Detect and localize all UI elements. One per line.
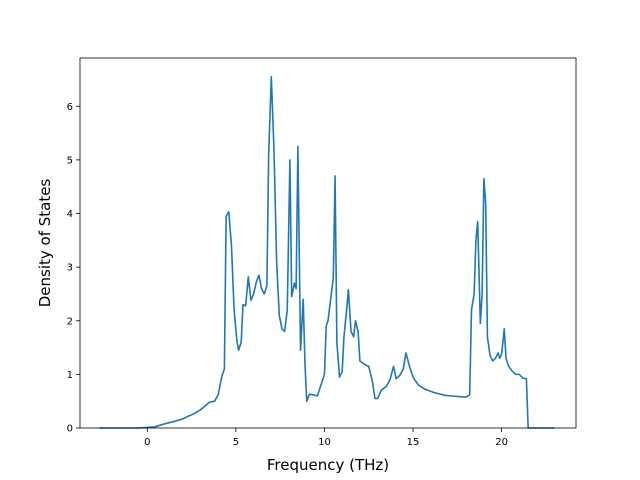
x-tick-label: 15 [407, 437, 420, 448]
y-tick-label: 1 [67, 370, 73, 381]
plot-frame [79, 57, 577, 429]
x-tick-label: 10 [318, 437, 331, 448]
x-tick-label: 0 [144, 437, 150, 448]
dos-series-line [99, 75, 555, 429]
y-tick-label: 6 [67, 102, 73, 113]
x-tick-label: 5 [233, 437, 239, 448]
y-tick-label: 0 [67, 424, 73, 435]
ticks-layer: 0 5 10 15 20 0 1 2 3 4 5 6 [67, 102, 508, 448]
y-axis-label: Density of States [36, 179, 54, 308]
series-layer [99, 75, 555, 429]
plot-background [80, 58, 576, 428]
y-tick-label: 2 [67, 316, 73, 327]
y-tick-label: 3 [67, 263, 73, 274]
x-axis-label: Frequency (THz) [267, 456, 389, 474]
y-tick-label: 4 [67, 209, 73, 220]
y-tick-label: 5 [67, 155, 73, 166]
x-tick-label: 20 [495, 437, 508, 448]
